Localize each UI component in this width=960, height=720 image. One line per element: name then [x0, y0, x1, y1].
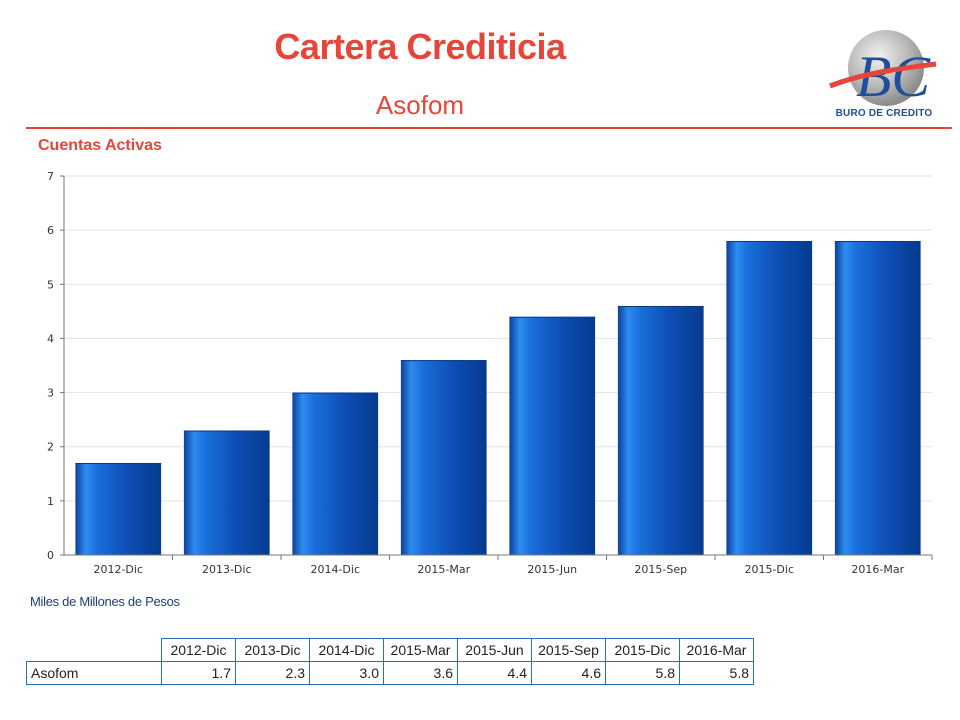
bar: [183, 430, 270, 555]
x-tick-label: 2015-Dic: [744, 563, 794, 576]
y-tick-label: 6: [47, 224, 54, 237]
section-title: Cuentas Activas: [38, 137, 162, 154]
y-tick-label: 1: [47, 495, 54, 508]
table-cell: 1.7: [161, 661, 236, 685]
y-tick-label: 2: [47, 441, 54, 454]
table-cell: 4.4: [457, 661, 532, 685]
data-table: 2012-Dic 2013-Dic 2014-Dic 2015-Mar 2015…: [26, 638, 754, 685]
table-corner: [27, 639, 162, 662]
bar: [292, 392, 379, 555]
table-cell: 2.3: [235, 661, 310, 685]
bar: [834, 240, 921, 555]
table-header-cell: 2014-Dic: [309, 638, 384, 662]
table-header-row: 2012-Dic 2013-Dic 2014-Dic 2015-Mar 2015…: [27, 638, 754, 662]
header-divider: [26, 127, 952, 129]
y-tick-label: 5: [47, 278, 54, 291]
x-tick-label: 2015-Sep: [634, 563, 687, 576]
table-header-cell: 2015-Mar: [383, 638, 458, 662]
x-tick-label: 2016-Mar: [851, 563, 904, 576]
table-header-cell: 2015-Dic: [605, 638, 680, 662]
y-tick-label: 3: [47, 387, 54, 400]
x-tick-label: 2012-Dic: [93, 563, 143, 576]
table-cell: 4.6: [531, 661, 606, 685]
x-tick-label: 2015-Mar: [417, 563, 470, 576]
x-tick-label: 2014-Dic: [310, 563, 360, 576]
x-tick-label: 2013-Dic: [202, 563, 252, 576]
logo-caption: BURO DE CREDITO: [835, 108, 933, 119]
bar: [509, 316, 596, 555]
table-header-cell: 2012-Dic: [161, 638, 236, 662]
table-row-label: Asofom: [26, 661, 162, 685]
bar-chart: 0 1 2 3 4 5 6 7 2012-Dic 2013-Dic 2014-Dic 2015-Mar…: [47, 170, 933, 576]
table-cell: 3.0: [309, 661, 384, 685]
page-title: Cartera Crediticia: [274, 26, 566, 67]
table-cell: 5.8: [679, 661, 754, 685]
bar: [75, 462, 162, 555]
y-tick-label: 0: [47, 549, 54, 562]
bar: [726, 240, 813, 555]
table-row: Asofom 1.7 2.3 3.0 3.6 4.4 4.6 5.8 5.8: [26, 661, 754, 685]
y-tick-label: 4: [47, 332, 54, 345]
x-tick-label: 2015-Jun: [527, 563, 577, 576]
table-header-cell: 2015-Jun: [457, 638, 532, 662]
table-header-cell: 2015-Sep: [531, 638, 606, 662]
table-cell: 3.6: [383, 661, 458, 685]
table-header-cell: 2016-Mar: [679, 638, 754, 662]
unit-note: Miles de Millones de Pesos: [30, 594, 180, 609]
y-tick-label: 7: [47, 170, 54, 183]
buro-de-credito-logo: BC: [829, 30, 937, 109]
page-subtitle: Asofom: [375, 90, 465, 120]
table-header-cell: 2013-Dic: [235, 638, 310, 662]
table-cell: 5.8: [605, 661, 680, 685]
bar: [400, 360, 487, 555]
bar: [617, 305, 704, 555]
